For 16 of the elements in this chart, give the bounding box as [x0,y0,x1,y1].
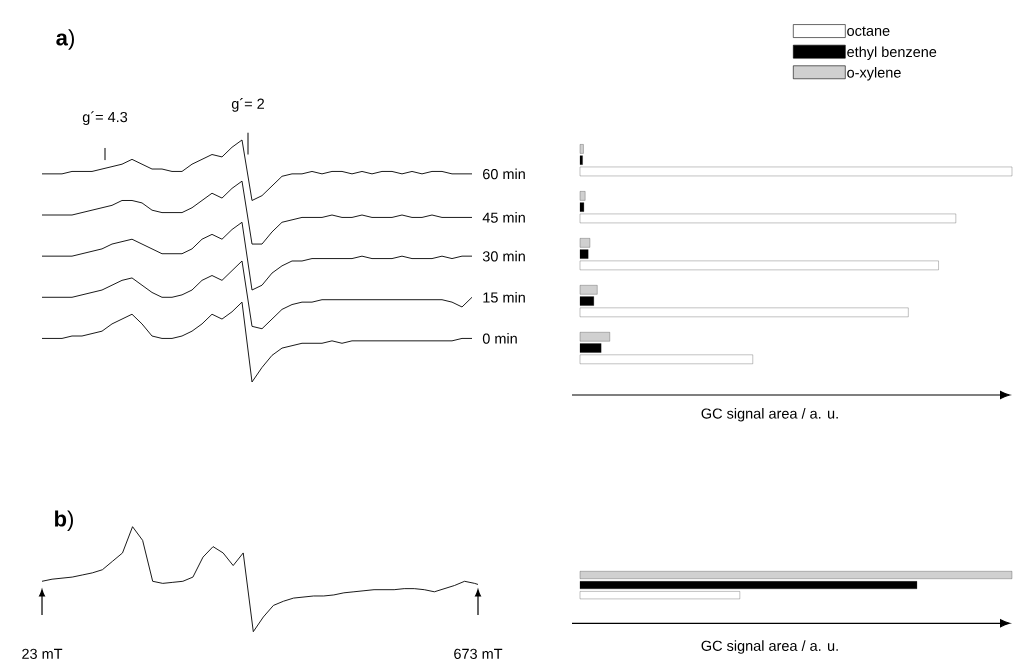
series-label: 60 min [483,168,525,180]
x-tick-label: 673 mT [454,648,503,659]
chart-title: b) [55,510,73,531]
legend-label: ethyl benzene [847,46,937,60]
series-label: 45 min [482,212,525,223]
text: g´= 2 [231,98,264,112]
chart-title: a) [56,29,74,50]
legend-label: o-xylene [847,67,901,81]
x-axis-title: GC signal area / a. u. [701,640,838,654]
legend-label: octane [847,26,890,36]
series-label: 0 min [482,333,517,344]
series-label: 15 min [483,291,525,303]
x-tick-label: 23 mT [22,648,63,659]
series-label: 30 min [482,250,525,262]
x-axis-title: GC signal area / a. u. [701,408,838,422]
text: g´= 4.3 [82,111,128,126]
